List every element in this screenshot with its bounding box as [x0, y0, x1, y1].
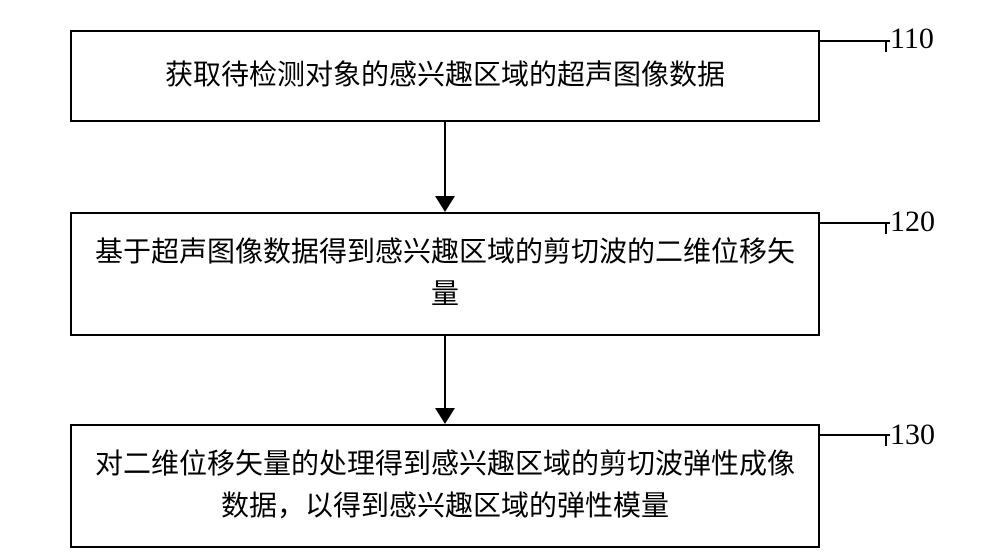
step-box-2: 基于超声图像数据得到感兴趣区域的剪切波的二维位移矢量	[70, 212, 820, 336]
step-text-2: 基于超声图像数据得到感兴趣区域的剪切波的二维位移矢量	[92, 232, 798, 316]
step-box-1: 获取待检测对象的感兴趣区域的超声图像数据	[70, 30, 820, 122]
connector-1	[820, 40, 890, 42]
step-text-3: 对二维位移矢量的处理得到感兴趣区域的剪切波弹性成像数据，以得到感兴趣区域的弹性模…	[92, 444, 798, 528]
step-box-3: 对二维位移矢量的处理得到感兴趣区域的剪切波弹性成像数据，以得到感兴趣区域的弹性模…	[70, 424, 820, 548]
step-label-2: 120	[890, 205, 935, 239]
flowchart-canvas: 获取待检测对象的感兴趣区域的超声图像数据 110 基于超声图像数据得到感兴趣区域…	[0, 0, 1000, 554]
tick-2	[885, 222, 887, 234]
step-label-3: 130	[890, 418, 935, 452]
connector-2	[820, 222, 890, 224]
arrow-line-1	[444, 122, 446, 196]
connector-3	[820, 434, 890, 436]
tick-3	[885, 434, 887, 446]
tick-1	[885, 40, 887, 52]
arrow-head-1	[435, 196, 455, 212]
arrow-line-2	[444, 336, 446, 408]
arrow-head-2	[435, 408, 455, 424]
step-label-1: 110	[890, 22, 934, 56]
step-text-1: 获取待检测对象的感兴趣区域的超声图像数据	[165, 55, 725, 97]
